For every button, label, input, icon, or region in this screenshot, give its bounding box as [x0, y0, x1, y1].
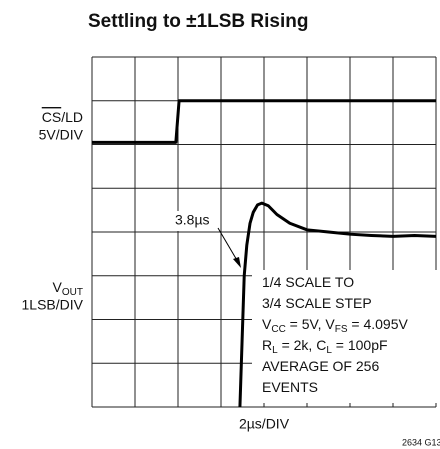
annotation-part: L — [326, 345, 332, 356]
annotation-line: RL = 2k, CL = 100pF — [262, 337, 388, 356]
annotation-part: = 5V, V — [286, 316, 336, 332]
x-label: 2µs/DIV — [239, 416, 290, 432]
label-bg — [170, 211, 216, 231]
y-label: CS/LD — [42, 109, 83, 125]
y-scale: 1LSB/DIV — [22, 297, 84, 313]
label-part: V — [53, 279, 63, 295]
annotation-line: VCC = 5V, VFS = 4.095V — [262, 316, 408, 335]
marker-arrow — [233, 257, 241, 268]
annotation-part: FS — [335, 324, 348, 335]
label-part: OUT — [62, 287, 83, 298]
annotation-line: AVERAGE OF 256 — [262, 358, 379, 374]
annotation-part: = 4.095V — [348, 316, 409, 332]
marker-label: 3.8µs — [175, 212, 210, 228]
trace — [238, 201, 437, 408]
figure-id: 2634 G13 — [402, 437, 440, 447]
annotation-part: EVENTS — [262, 379, 318, 395]
y-label: VOUT — [53, 279, 83, 298]
chart-title: Settling to ±1LSB Rising — [88, 11, 309, 32]
trace — [92, 99, 436, 144]
annotation-line: EVENTS — [262, 379, 318, 395]
label-part: /LD — [61, 109, 83, 125]
annotation-line: 3/4 SCALE STEP — [262, 295, 372, 311]
annotation-part: CC — [271, 324, 285, 335]
annotation-part: 1/4 SCALE TO — [262, 274, 354, 290]
annotation-part: = 2k, C — [278, 337, 327, 353]
traces — [92, 99, 437, 408]
marker-leader — [217, 227, 239, 263]
annotation-part: = 100pF — [332, 337, 388, 353]
annotation-part: V — [262, 316, 272, 332]
annotation-part: 3/4 SCALE STEP — [262, 295, 372, 311]
annotation-part: L — [272, 345, 278, 356]
label-part: CS — [42, 109, 61, 125]
annotation: 1/4 SCALE TO 3/4 SCALE STEP VCC = 5V, VFS … — [262, 274, 408, 395]
annotation-part: R — [262, 337, 272, 353]
annotation-bg — [252, 270, 440, 403]
y-scale: 5V/DIV — [39, 127, 84, 143]
annotation-line: 1/4 SCALE TO — [262, 274, 354, 290]
annotation-part: AVERAGE OF 256 — [262, 358, 379, 374]
